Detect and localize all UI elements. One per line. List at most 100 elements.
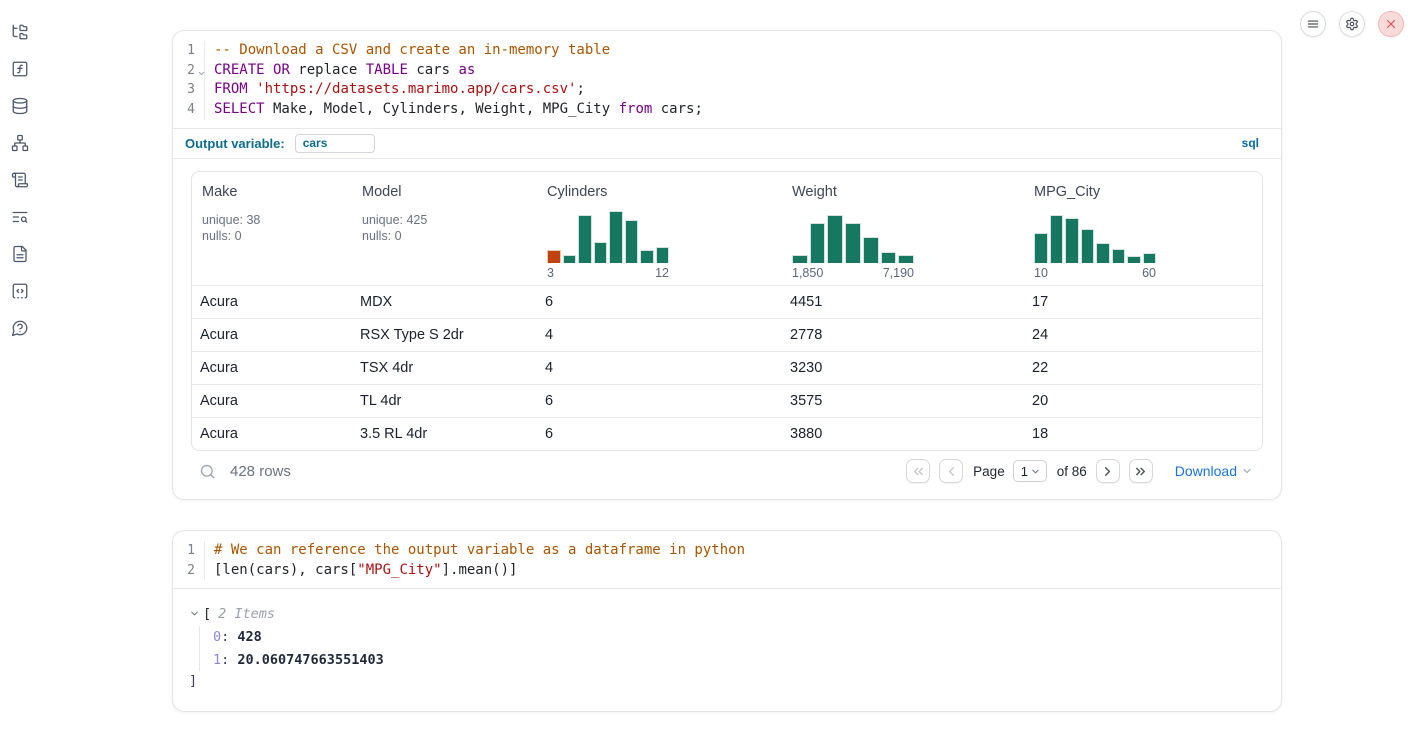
close-icon: [1384, 17, 1398, 31]
sidebar-item-function-square[interactable]: [11, 60, 29, 78]
column-header-Make[interactable]: Make unique: 38nulls: 0: [192, 172, 352, 285]
tree-close-bracket: ]: [189, 671, 1265, 691]
python-code-editor[interactable]: 1# We can reference the output variable …: [173, 531, 1281, 588]
sql-cell-output: Make unique: 38nulls: 0 Modelunique: 425nu…: [173, 158, 1281, 499]
tree-open-bracket: [: [203, 606, 211, 622]
code-text: FROM 'https://datasets.marimo.app/cars.c…: [204, 80, 585, 100]
table-cell: 2778: [782, 327, 1024, 343]
histogram-bar: [827, 215, 843, 263]
search-button[interactable]: [199, 463, 216, 480]
function-square-icon: [11, 60, 29, 78]
sidebar-item-snippets-code[interactable]: [11, 282, 29, 300]
histogram-bar: [640, 250, 654, 263]
marimo-app: 1-- Download a CSV and create an in-memo…: [0, 0, 1408, 729]
code-text: [len(cars), cars["MPG_City"].mean()]: [204, 561, 517, 581]
help-chat-icon: [11, 319, 29, 337]
settings-icon: [1345, 17, 1359, 31]
sidebar-item-database[interactable]: [11, 97, 29, 115]
code-line[interactable]: 2CREATE OR replace TABLE cars as: [173, 61, 1281, 81]
menu-icon: [1306, 17, 1320, 31]
histogram-bar: [810, 223, 826, 263]
table-row: AcuraMDX6445117: [192, 285, 1262, 318]
sql-code-editor[interactable]: 1-- Download a CSV and create an in-memo…: [173, 31, 1281, 128]
sidebar-item-help-chat[interactable]: [11, 319, 29, 337]
menu-button[interactable]: [1300, 11, 1326, 37]
histogram-max-label: 7,190: [883, 266, 914, 280]
code-text: SELECT Make, Model, Cylinders, Weight, M…: [204, 100, 703, 120]
tree-entry: 1: 20.060747663551403: [213, 649, 1265, 672]
sql-cell: 1-- Download a CSV and create an in-memo…: [172, 30, 1282, 500]
table-cell: 24: [1024, 327, 1262, 343]
sidebar-item-document[interactable]: [11, 245, 29, 263]
page-select[interactable]: 1: [1013, 460, 1047, 482]
code-line[interactable]: 2[len(cars), cars["MPG_City"].mean()]: [173, 561, 1281, 581]
chevrons-right-icon: [1133, 464, 1148, 479]
column-name[interactable]: Model: [362, 184, 527, 200]
histogram-bar: [656, 247, 670, 263]
chevron-left-icon: [944, 464, 959, 479]
column-header-MPG_City[interactable]: MPG_City 10 60: [1024, 172, 1262, 285]
table-header-row: Make unique: 38nulls: 0 Modelunique: 425nu…: [192, 172, 1262, 285]
column-stats: unique: 38nulls: 0: [202, 212, 342, 245]
column-histogram: 10 60: [1034, 208, 1156, 280]
histogram-bar: [1050, 215, 1064, 263]
close-button[interactable]: [1378, 11, 1404, 37]
table-cell: 3.5 RL 4dr: [352, 426, 537, 442]
column-name[interactable]: MPG_City: [1034, 184, 1252, 200]
histogram-min-label: 3: [547, 266, 554, 280]
line-number: 2: [173, 61, 204, 81]
code-line[interactable]: 1# We can reference the output variable …: [173, 541, 1281, 561]
code-line[interactable]: 4SELECT Make, Model, Cylinders, Weight, …: [173, 100, 1281, 120]
table-cell: MDX: [352, 294, 537, 310]
table-cell: TL 4dr: [352, 393, 537, 409]
row-count: 428 rows: [230, 463, 291, 480]
histogram-bar: [594, 242, 608, 263]
last-page-button[interactable]: [1129, 459, 1153, 483]
sidebar-item-dependency-graph[interactable]: [11, 134, 29, 152]
next-page-button[interactable]: [1096, 459, 1120, 483]
output-tree: [2 Items0: 4281: 20.060747663551403]: [189, 603, 1265, 691]
histogram-min-label: 10: [1034, 266, 1048, 280]
column-name[interactable]: Make: [202, 184, 342, 200]
dependency-graph-icon: [11, 134, 29, 152]
first-page-button[interactable]: [906, 459, 930, 483]
column-name[interactable]: Weight: [792, 184, 1014, 200]
tree-collapse-toggle[interactable]: [189, 608, 203, 619]
output-variable-input[interactable]: [295, 134, 375, 153]
code-line[interactable]: 1-- Download a CSV and create an in-memo…: [173, 41, 1281, 61]
table-cell: 4: [537, 360, 782, 376]
sidebar-item-scroll[interactable]: [11, 171, 29, 189]
column-header-Weight[interactable]: Weight1,8507,190: [782, 172, 1024, 285]
document-icon: [11, 245, 29, 263]
histogram-max-label: 60: [1142, 266, 1156, 280]
histogram-bar: [1081, 229, 1095, 263]
snippets-code-icon: [11, 282, 29, 300]
page-label: Page: [973, 464, 1005, 479]
column-histogram: 312: [547, 208, 669, 280]
settings-button[interactable]: [1339, 11, 1365, 37]
table-cell: 3230: [782, 360, 1024, 376]
histogram-bar: [881, 252, 897, 263]
column-header-Cylinders[interactable]: Cylinders 312: [537, 172, 782, 285]
table-cell: Acura: [192, 294, 352, 310]
download-button[interactable]: Download: [1175, 463, 1253, 479]
histogram-bar: [1143, 253, 1157, 263]
chevron-right-icon: [1100, 464, 1115, 479]
code-text: -- Download a CSV and create an in-memor…: [204, 41, 610, 61]
output-variable-label: Output variable:: [185, 136, 285, 151]
column-name[interactable]: Cylinders: [547, 184, 772, 200]
histogram-bar: [898, 255, 914, 263]
table-cell: 4: [537, 327, 782, 343]
table-cell: 3575: [782, 393, 1024, 409]
table-cell: 22: [1024, 360, 1262, 376]
column-header-Model[interactable]: Modelunique: 425nulls: 0: [352, 172, 537, 285]
table-footer: 428 rows Page 1 of 86 Download: [191, 451, 1263, 492]
line-number: 1: [173, 41, 204, 61]
sidebar-item-file-tree[interactable]: [11, 23, 29, 41]
code-line[interactable]: 3FROM 'https://datasets.marimo.app/cars.…: [173, 80, 1281, 100]
table-cell: 17: [1024, 294, 1262, 310]
table-cell: 20: [1024, 393, 1262, 409]
sidebar: [11, 23, 29, 337]
sidebar-item-text-search[interactable]: [11, 208, 29, 226]
prev-page-button[interactable]: [939, 459, 963, 483]
